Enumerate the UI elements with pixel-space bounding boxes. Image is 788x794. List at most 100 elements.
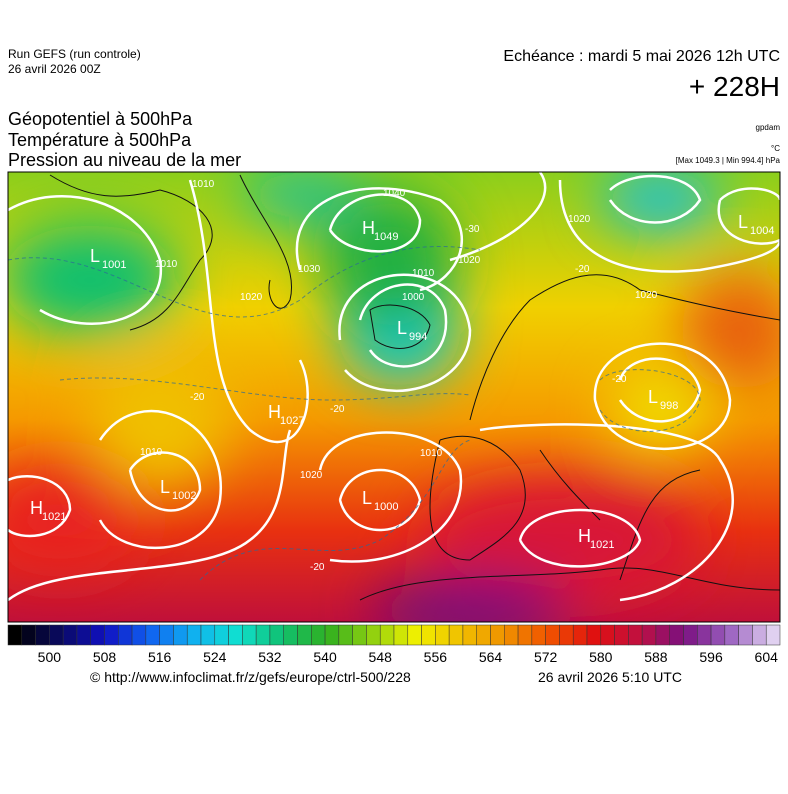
colorbar-swatch: [269, 624, 284, 646]
contour-label: 1020: [635, 290, 658, 301]
colorbar-swatch: [49, 624, 64, 646]
contour-label: 1010: [420, 448, 443, 459]
contour-label: -20: [575, 264, 590, 275]
map-field: [8, 172, 780, 622]
unit-celsius: °C: [771, 144, 780, 153]
run-date: 26 avril 2026 00Z: [8, 62, 101, 76]
contour-label: 1030: [298, 264, 321, 275]
center-letter: L: [648, 387, 658, 407]
colorbar-label: 580: [589, 649, 613, 665]
map-frame: [7, 171, 781, 623]
colorbar-swatch: [724, 624, 739, 646]
colorbar-label: 604: [755, 649, 779, 665]
colorbar-swatch: [255, 624, 271, 646]
colorbar-label: 548: [369, 649, 393, 665]
center-value: 1021: [42, 511, 66, 523]
colorbar-swatch: [738, 624, 753, 646]
center-letter: L: [397, 318, 407, 338]
colorbar-swatch: [104, 624, 119, 646]
title-geopotential: Géopotentiel à 500hPa: [8, 109, 193, 129]
colorbar-swatch: [614, 624, 629, 646]
colorbar-label: 500: [38, 649, 62, 665]
colorbar-swatch: [35, 624, 50, 646]
center-letter: L: [160, 477, 170, 497]
center-value: 998: [660, 400, 678, 412]
center-value: 1004: [750, 225, 774, 237]
title-pressure: Pression au niveau de la mer: [8, 150, 241, 170]
colorbar-swatch: [297, 624, 312, 646]
colorbar-swatch: [21, 624, 36, 646]
colorbar-label: 508: [93, 649, 117, 665]
colorbar-swatch: [531, 624, 546, 646]
colorbar-swatch: [504, 624, 519, 646]
colorbar-swatch: [186, 624, 202, 646]
contour-label: -20: [612, 374, 627, 385]
center-value: 994: [409, 331, 427, 343]
colorbar-label: 556: [424, 649, 448, 665]
colorbar-swatch: [242, 624, 257, 646]
center-letter: L: [738, 212, 748, 232]
colorbar-swatch: [517, 624, 533, 646]
colorbar-swatch: [200, 624, 216, 646]
colorbar-swatch: [283, 624, 298, 646]
colorbar-swatch: [421, 624, 436, 646]
center-letter: L: [362, 488, 372, 508]
colorbar-swatch: [324, 624, 340, 646]
colorbar-swatch: [462, 624, 477, 646]
generated-time: 26 avril 2026 5:10 UTC: [538, 669, 682, 685]
colorbar-swatch: [76, 624, 91, 646]
center-letter: H: [578, 526, 591, 546]
colorbar-label: 588: [644, 649, 668, 665]
contour-label: -20: [310, 562, 325, 573]
center-value: 1002: [172, 490, 196, 502]
center-letter: H: [30, 498, 43, 518]
contour-label: 1010: [192, 179, 215, 190]
colorbar-swatch: [407, 624, 422, 646]
colorbar-label: 516: [148, 649, 172, 665]
contour-label: 1040: [383, 188, 406, 199]
colorbar-swatch: [697, 624, 712, 646]
colorbar-swatch: [641, 624, 657, 646]
center-value: 1049: [374, 231, 398, 243]
valid-time: Echéance : mardi 5 mai 2026 12h UTC: [503, 48, 780, 65]
colorbar-swatch: [752, 624, 767, 646]
colorbar-swatch: [352, 624, 367, 646]
colorbar-swatch: [448, 624, 464, 646]
colorbar-swatch: [338, 624, 353, 646]
contour-label: -30: [465, 224, 480, 235]
colorbar-swatch: [379, 624, 395, 646]
center-value: 1001: [102, 259, 126, 271]
contour-label: -20: [330, 404, 345, 415]
colorbar-swatch: [159, 624, 174, 646]
colorbar-swatch: [490, 624, 505, 646]
colorbar-label: 524: [203, 649, 227, 665]
colorbar-label: 596: [699, 649, 723, 665]
colorbar-swatch: [131, 624, 147, 646]
center-value: 1027: [280, 415, 304, 427]
colorbar-swatch: [655, 624, 670, 646]
center-value: 1000: [374, 501, 398, 513]
colorbar-swatch: [476, 624, 491, 646]
colorbar-swatch: [586, 624, 602, 646]
colorbar-swatch: [311, 624, 326, 646]
colorbar-label: 532: [258, 649, 282, 665]
center-value: 1021: [590, 539, 614, 551]
colorbar-swatch: [62, 624, 78, 646]
colorbar-swatch: [559, 624, 574, 646]
contour-label: 1020: [300, 470, 323, 481]
contour-label: 1010: [140, 447, 163, 458]
colorbar-label: 540: [313, 649, 337, 665]
colorbar-swatch: [118, 624, 133, 646]
colorbar-swatch: [393, 624, 409, 646]
colorbar-swatch: [683, 624, 698, 646]
source-url: © http://www.infoclimat.fr/z/gefs/europe…: [90, 669, 411, 685]
title-temperature: Température à 500hPa: [8, 130, 192, 150]
contour-label: 1010: [155, 259, 178, 270]
colorbar-swatch: [145, 624, 160, 646]
colorbar-swatch: [545, 624, 560, 646]
colorbar-swatch: [572, 624, 588, 646]
contour-label: 1010: [412, 268, 435, 279]
colorbar-swatch: [600, 624, 615, 646]
contour-label: 1020: [240, 292, 263, 303]
